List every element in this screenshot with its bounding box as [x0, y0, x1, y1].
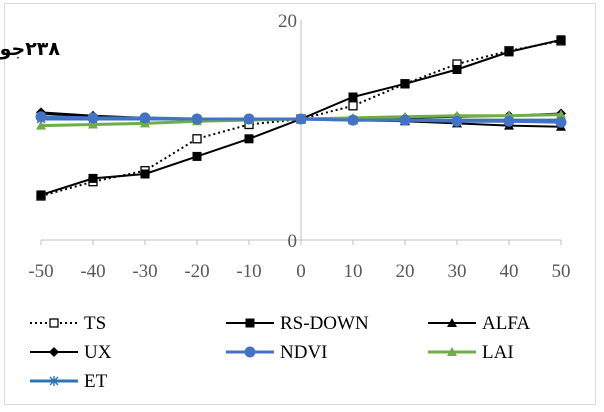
data-point-ndvi [347, 114, 359, 126]
chart-frame [4, 3, 596, 405]
data-point-ndvi [295, 113, 307, 125]
y-tick-label: 0 [288, 231, 298, 252]
legend-label-alfa: ALFA [482, 313, 530, 334]
x-tick-label: -10 [236, 261, 261, 282]
data-point-rs-down [88, 173, 98, 183]
data-point-lai [36, 120, 46, 130]
data-point-ndvi [399, 114, 411, 126]
x-tick-label: 50 [552, 261, 571, 282]
x-tick-label: 40 [500, 261, 519, 282]
data-point-ndvi [35, 111, 47, 123]
data-point-ts [348, 101, 358, 111]
data-point-ndvi [139, 112, 151, 124]
data-point-ndvi [503, 115, 515, 127]
legend-marker-ux [49, 347, 59, 357]
data-point-rs-down [556, 35, 566, 45]
legend-marker-alfa [447, 318, 457, 327]
x-tick-label: -50 [28, 261, 53, 282]
data-point-lai [556, 109, 566, 119]
data-point-rs-down [140, 169, 150, 179]
data-point-rs-down [400, 79, 410, 89]
legend-marker-lai [447, 347, 457, 356]
data-point-rs-down [36, 190, 46, 200]
data-point-rs-down [452, 65, 462, 74]
x-tick-label: -20 [184, 261, 209, 282]
data-point-ndvi [191, 113, 203, 125]
data-point-lai [88, 119, 98, 129]
legend-marker-ndvi [244, 346, 256, 358]
data-point-ndvi [451, 115, 463, 127]
x-tick-label: 10 [344, 261, 363, 282]
legend-label-ts: TS [84, 313, 106, 334]
legend-marker-ts [49, 318, 59, 328]
legend-label-ndvi: NDVI [280, 342, 328, 363]
legend-label-et: ET [84, 371, 108, 392]
legend-marker-et [49, 376, 59, 386]
x-tick-label: -40 [80, 261, 105, 282]
data-point-ndvi [555, 116, 567, 128]
x-tick-label: -30 [132, 261, 157, 282]
data-point-rs-down [504, 47, 514, 57]
x-tick-label: 30 [448, 261, 467, 282]
legend-marker-rs-down [245, 318, 255, 328]
legend-label-rs-down: RS-DOWN [280, 313, 369, 334]
y-tick-label: 20 [278, 11, 297, 32]
data-point-ts [192, 134, 202, 144]
chart-title: ۲۳۸جولایی [0, 38, 60, 60]
data-point-rs-down [348, 92, 358, 102]
data-point-ndvi [87, 112, 99, 124]
legend-label-ux: UX [84, 342, 112, 363]
x-tick-label: 20 [396, 261, 415, 282]
x-tick-label: 0 [296, 261, 306, 282]
legend-label-lai: LAI [482, 342, 514, 363]
data-point-ndvi [243, 113, 255, 125]
data-point-rs-down [244, 134, 254, 144]
data-point-rs-down [192, 151, 202, 161]
